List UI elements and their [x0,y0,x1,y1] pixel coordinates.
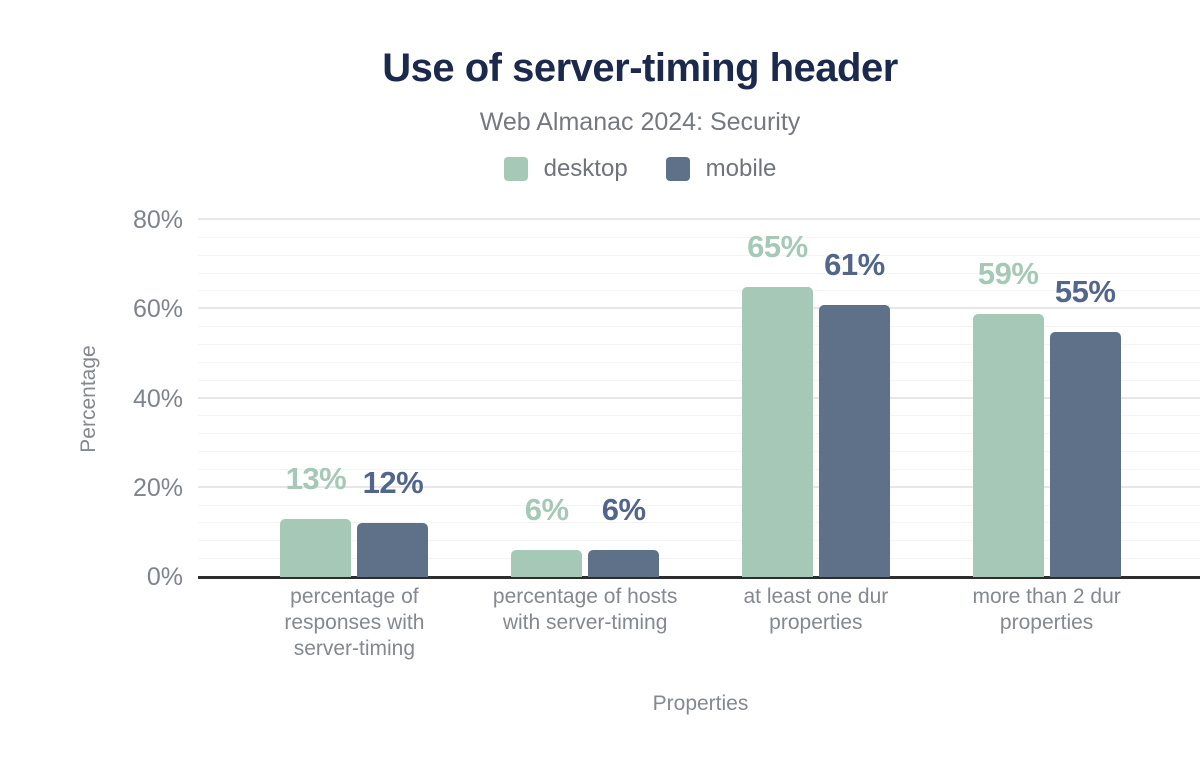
bar-mobile[interactable] [357,523,429,577]
bar-slot-mobile: 12% [357,465,429,577]
x-axis-category-label: percentage of hosts with server-timing [492,585,678,634]
gridline [198,451,1200,453]
x-axis-line [198,576,1200,579]
plot-area: 13% 12% 6% 6% 65% 61% 59% 55% [198,218,1200,579]
bar-slot-desktop: 13% [280,461,352,577]
legend: desktop mobile [40,155,1200,183]
gridline [198,290,1200,292]
gridline [198,504,1200,506]
gridline [198,218,1200,220]
bar-slot-mobile: 55% [1049,274,1121,577]
y-axis-tick-label: 40% [132,384,183,413]
gridline [198,307,1200,310]
y-axis-tick-labels: 0% 20% 40% 60% 80% [40,207,183,590]
chart-title: Use of server-timing header [382,46,898,90]
bar-value-label-desktop: 59% [977,255,1039,291]
gridline [198,379,1200,381]
bar-value-label-mobile: 6% [601,492,646,528]
gridline [198,254,1200,256]
bar-slot-desktop: 65% [741,229,813,577]
bar-group: 13% 12% [239,220,470,577]
gridline [198,468,1200,470]
bar-desktop[interactable] [511,550,583,577]
x-axis-category-labels: percentage of responses with server-timi… [239,584,1162,662]
y-axis-tick-label: 80% [132,206,183,234]
gridline [198,361,1200,363]
x-axis-category-label: percentage of responses with server-timi… [284,585,425,660]
gridline [198,272,1200,274]
y-axis-tick-label: 0% [146,563,183,591]
gridline [198,540,1200,542]
bar-value-label-desktop: 13% [285,461,347,496]
gridline [198,326,1200,328]
bar-mobile[interactable] [1049,331,1121,577]
bar-value-label-mobile: 61% [824,246,885,282]
bar-groups: 13% 12% 6% 6% 65% 61% 59% 55% [239,220,1162,577]
gridline [198,522,1200,524]
bar-mobile[interactable] [818,304,890,577]
gridline [198,415,1200,417]
bar-desktop[interactable] [280,519,352,577]
bar-slot-mobile: 61% [818,247,890,577]
bar-value-label-mobile: 12% [362,465,424,501]
gridline [198,343,1200,345]
bar-slot-desktop: 59% [972,256,1044,577]
bar-mobile[interactable] [588,550,660,577]
mobile-swatch-icon [665,157,690,181]
legend-label-mobile: mobile [705,155,777,182]
y-axis-tick-label: 60% [132,295,183,324]
bar-value-label-desktop: 65% [747,228,808,264]
bar-slot-mobile: 6% [588,492,660,577]
gridline [198,236,1200,238]
gridline [198,485,1200,488]
bar-group: 6% 6% [470,220,701,577]
gridline [198,558,1200,560]
gridline [198,433,1200,435]
legend-item-desktop[interactable]: desktop [503,155,628,183]
desktop-swatch-icon [503,157,528,181]
bar-value-label-desktop: 6% [524,492,569,528]
x-axis-title: Properties [652,692,749,715]
bar-desktop[interactable] [741,286,813,577]
gridline [198,396,1200,399]
y-axis-tick-label: 20% [132,473,183,502]
bar-slot-desktop: 6% [511,492,583,577]
legend-label-desktop: desktop [543,155,628,182]
legend-item-mobile[interactable]: mobile [665,155,777,183]
bar-value-label-mobile: 55% [1054,273,1116,309]
x-axis-category-label: at least one dur properties [743,585,889,634]
bar-group: 65% 61% [701,220,932,577]
bar-desktop[interactable] [972,313,1044,577]
chart-subtitle: Web Almanac 2024: Security [479,108,801,136]
bar-chart: Use of server-timing header Web Almanac … [40,16,1200,758]
x-axis-category-label: more than 2 dur properties [972,585,1121,634]
bar-group: 59% 55% [931,220,1162,577]
